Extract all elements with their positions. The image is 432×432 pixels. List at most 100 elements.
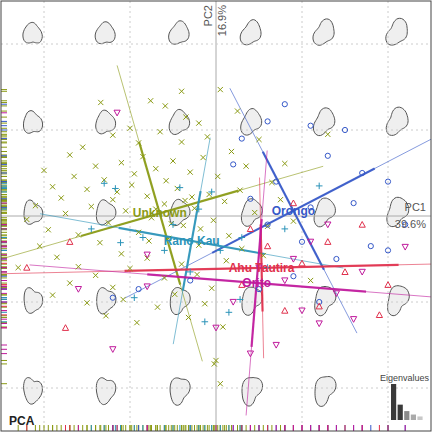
rug-y <box>1 224 7 225</box>
point <box>222 199 227 204</box>
rug-x <box>198 425 199 431</box>
rug-y <box>1 128 7 129</box>
eigen-title: Eigenvalues <box>380 373 430 383</box>
point <box>342 269 348 275</box>
point <box>299 260 305 266</box>
eigen-bar <box>398 405 403 420</box>
point <box>177 184 184 191</box>
point <box>282 278 288 284</box>
rug-x <box>284 425 285 431</box>
rug-y <box>1 172 7 173</box>
rug-y <box>1 104 7 105</box>
rug-y <box>1 102 7 103</box>
point <box>205 134 210 139</box>
point <box>299 308 305 314</box>
point <box>119 251 124 256</box>
point <box>202 301 207 306</box>
rug-x <box>345 425 346 431</box>
rug-y <box>1 154 7 155</box>
rug-x <box>171 425 172 431</box>
rug-y <box>1 286 7 287</box>
series-points <box>110 102 408 305</box>
point <box>351 201 356 206</box>
rug-x <box>104 425 105 431</box>
rug-x <box>108 425 109 431</box>
rug-y <box>1 271 7 272</box>
rug-y <box>1 111 7 112</box>
rug-x <box>65 425 66 431</box>
rug-y <box>1 287 7 288</box>
rug-x <box>241 425 242 431</box>
point <box>212 361 217 366</box>
point <box>63 211 68 216</box>
ellipse-axes <box>1 65 323 361</box>
point <box>273 342 279 348</box>
point <box>334 256 339 261</box>
rug-y <box>1 259 7 260</box>
rug-y <box>1 246 7 247</box>
rug-x <box>250 425 251 431</box>
point <box>208 189 215 196</box>
point <box>75 287 81 293</box>
rug-x <box>165 425 166 431</box>
chart: UnknownOrongoRano KauAhu TautiraOritoPC1… <box>0 0 432 432</box>
rug-y <box>1 224 7 225</box>
point <box>136 287 141 292</box>
rug-y <box>1 225 7 226</box>
rug-y <box>1 212 7 213</box>
rug-x <box>155 425 156 431</box>
eigen-bar <box>411 415 416 420</box>
rug-y <box>1 213 7 214</box>
morpho-shape <box>386 18 408 45</box>
point <box>33 203 38 208</box>
morpho-shape <box>242 378 263 407</box>
point <box>261 253 266 258</box>
rug-y <box>1 185 7 186</box>
point <box>41 168 46 173</box>
morpho-shape <box>24 200 43 224</box>
morpho-shape <box>96 200 116 225</box>
rug-x <box>220 425 221 431</box>
rug-y <box>1 294 7 295</box>
rug-x <box>179 425 180 431</box>
rug-x <box>302 425 303 431</box>
rug-y <box>1 197 7 198</box>
rug-y <box>1 166 7 167</box>
rug-y <box>1 293 7 294</box>
rug-x <box>226 425 227 431</box>
morpho-shape <box>240 20 261 45</box>
point <box>172 292 177 297</box>
rug-y <box>1 263 7 264</box>
rug-x <box>284 425 285 431</box>
rug-x <box>136 425 137 431</box>
rug-y <box>1 323 7 324</box>
point <box>24 217 29 222</box>
rug-y <box>1 131 7 132</box>
rug-y <box>1 289 7 290</box>
point <box>76 264 81 269</box>
point <box>170 221 177 228</box>
rug-y <box>1 162 7 163</box>
rug-y <box>1 267 7 268</box>
rug-x <box>319 425 320 431</box>
point <box>325 153 330 158</box>
rug-x <box>336 425 337 431</box>
rug-x <box>267 425 268 431</box>
point <box>127 266 132 271</box>
rug-y <box>1 288 7 289</box>
rug-x <box>164 425 165 431</box>
ellipse-axes <box>40 138 343 344</box>
point <box>98 100 103 105</box>
rug-x <box>44 425 45 431</box>
rug-y <box>1 260 7 261</box>
rug-y <box>1 360 7 361</box>
rug-x <box>48 425 49 431</box>
rug-x <box>204 425 205 431</box>
rug-y <box>1 240 7 241</box>
point <box>84 187 89 192</box>
rug-x <box>267 425 268 431</box>
rug-y <box>1 383 7 384</box>
rug-x <box>35 425 36 431</box>
point <box>134 320 139 325</box>
point <box>114 110 120 116</box>
